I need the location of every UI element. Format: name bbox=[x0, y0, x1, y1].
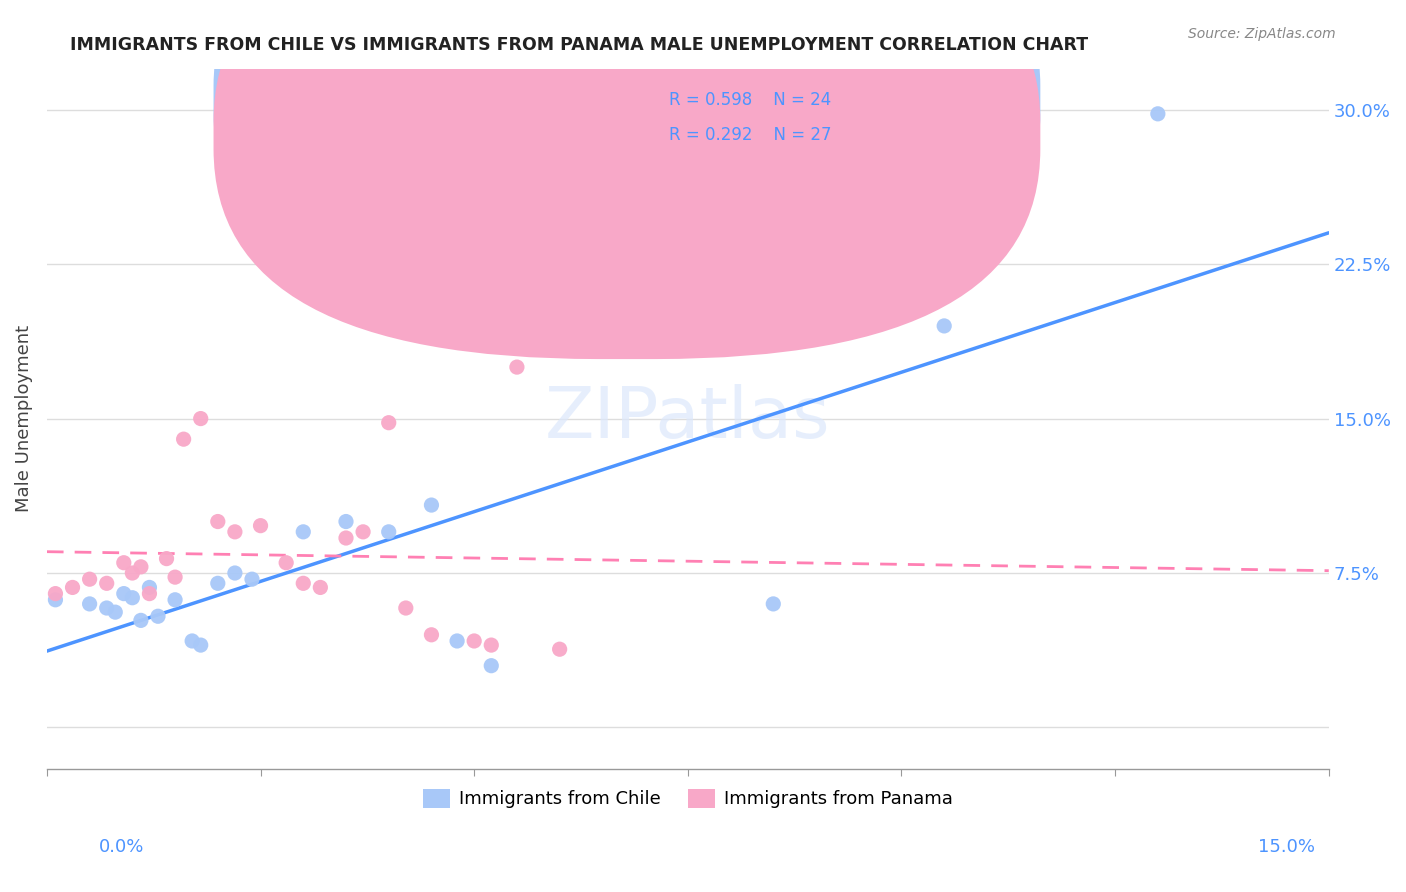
Point bbox=[112, 586, 135, 600]
Point bbox=[240, 572, 263, 586]
Point bbox=[479, 638, 502, 652]
Point bbox=[129, 613, 152, 627]
Point bbox=[292, 524, 315, 539]
Point bbox=[96, 576, 118, 591]
Point bbox=[104, 605, 127, 619]
Text: ZIPatlas: ZIPatlas bbox=[546, 384, 831, 453]
Point bbox=[377, 416, 399, 430]
Point bbox=[335, 531, 357, 545]
Point bbox=[335, 515, 357, 529]
Point bbox=[395, 601, 418, 615]
Point bbox=[62, 581, 84, 595]
Text: R = 0.292    N = 27: R = 0.292 N = 27 bbox=[669, 126, 831, 144]
Point bbox=[138, 581, 160, 595]
Point bbox=[129, 559, 152, 574]
Text: Source: ZipAtlas.com: Source: ZipAtlas.com bbox=[1188, 27, 1336, 41]
Point bbox=[44, 586, 66, 600]
Point bbox=[309, 581, 332, 595]
Point bbox=[249, 518, 271, 533]
Point bbox=[79, 597, 101, 611]
Point bbox=[121, 591, 143, 605]
Text: 0.0%: 0.0% bbox=[98, 838, 143, 856]
Point bbox=[207, 515, 229, 529]
Point bbox=[112, 556, 135, 570]
Point bbox=[190, 411, 212, 425]
Point bbox=[224, 566, 246, 580]
Point bbox=[276, 556, 298, 570]
Point bbox=[207, 576, 229, 591]
Point bbox=[165, 570, 187, 584]
Point bbox=[479, 658, 502, 673]
Point bbox=[190, 638, 212, 652]
Text: R = 0.598    N = 24: R = 0.598 N = 24 bbox=[669, 91, 831, 109]
Point bbox=[420, 498, 443, 512]
Point bbox=[420, 628, 443, 642]
Point bbox=[44, 592, 66, 607]
Point bbox=[762, 597, 785, 611]
Point bbox=[165, 592, 187, 607]
Point bbox=[79, 572, 101, 586]
Point bbox=[352, 524, 374, 539]
Point bbox=[934, 318, 956, 333]
Point bbox=[155, 551, 177, 566]
FancyBboxPatch shape bbox=[214, 0, 1040, 324]
Point bbox=[506, 360, 529, 375]
Point bbox=[446, 634, 468, 648]
Point bbox=[463, 634, 485, 648]
Point bbox=[292, 576, 315, 591]
Point bbox=[173, 432, 195, 446]
FancyBboxPatch shape bbox=[572, 69, 983, 167]
Point bbox=[1147, 107, 1170, 121]
Point bbox=[138, 586, 160, 600]
Point bbox=[181, 634, 204, 648]
Point bbox=[121, 566, 143, 580]
Legend: Immigrants from Chile, Immigrants from Panama: Immigrants from Chile, Immigrants from P… bbox=[416, 781, 960, 815]
Point bbox=[146, 609, 169, 624]
Point bbox=[224, 524, 246, 539]
Point bbox=[548, 642, 571, 657]
Point bbox=[96, 601, 118, 615]
FancyBboxPatch shape bbox=[214, 0, 1040, 359]
Y-axis label: Male Unemployment: Male Unemployment bbox=[15, 325, 32, 512]
Text: 15.0%: 15.0% bbox=[1257, 838, 1315, 856]
Point bbox=[377, 524, 399, 539]
Text: IMMIGRANTS FROM CHILE VS IMMIGRANTS FROM PANAMA MALE UNEMPLOYMENT CORRELATION CH: IMMIGRANTS FROM CHILE VS IMMIGRANTS FROM… bbox=[70, 36, 1088, 54]
